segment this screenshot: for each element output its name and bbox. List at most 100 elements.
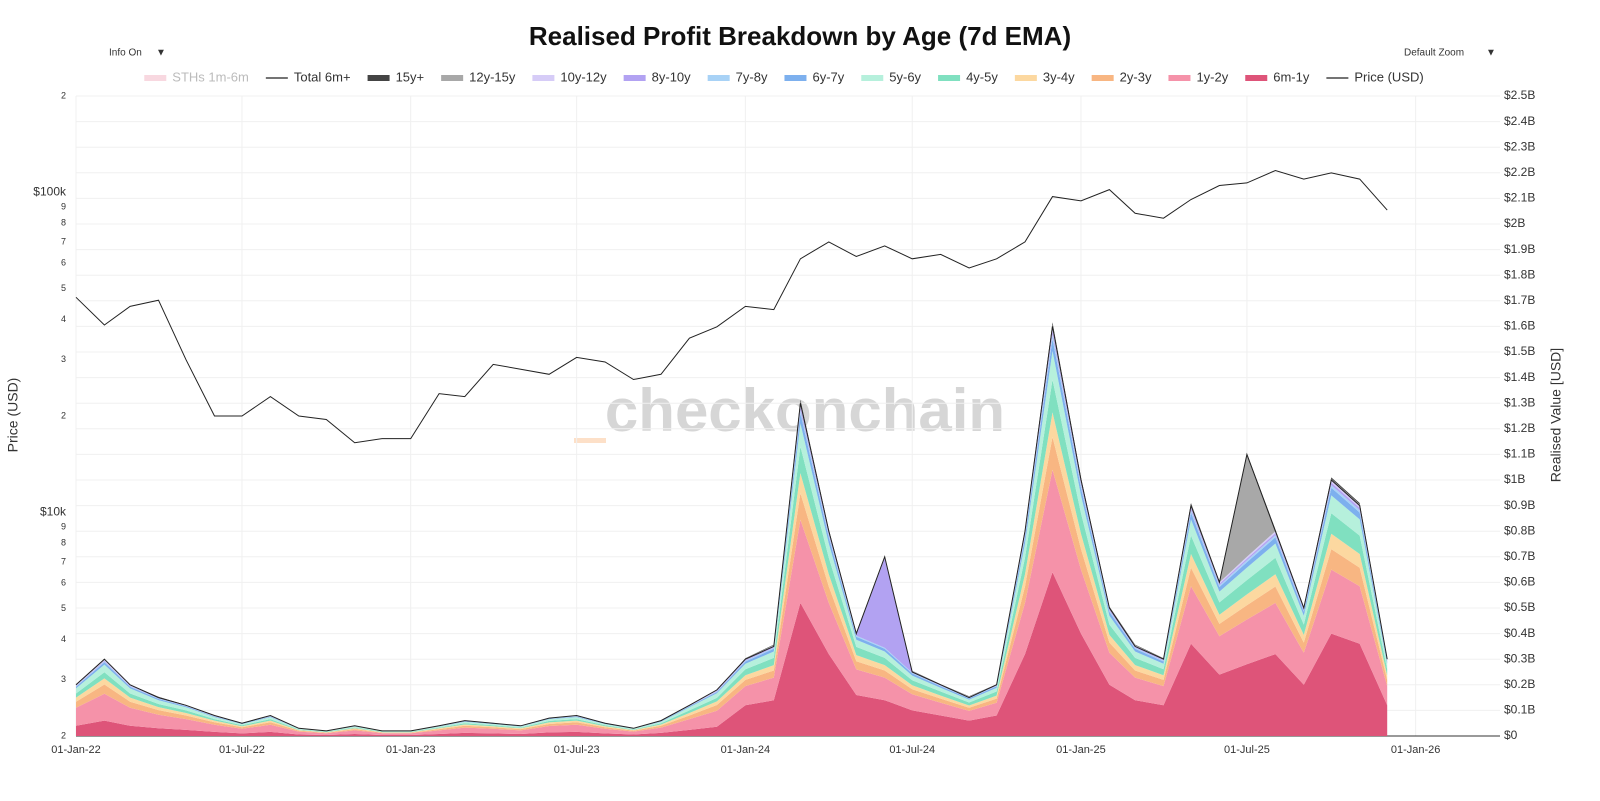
legend-label: Price (USD) [1354, 69, 1423, 84]
legend-item[interactable]: STHs 1m-6m [144, 69, 249, 84]
y2-tick-label: $1.2B [1504, 421, 1535, 435]
legend-item[interactable]: 6y-7y [784, 69, 845, 84]
legend-item[interactable]: 4y-5y [938, 69, 998, 84]
x-tick-label: 01-Jan-26 [1391, 744, 1441, 756]
area [76, 469, 1388, 735]
legend-swatch [707, 75, 730, 81]
legend-swatch [938, 75, 961, 81]
legend-item[interactable]: 6m-1y [1245, 69, 1310, 84]
grid [75, 95, 1500, 737]
legend-item[interactable]: 1y-2y [1168, 69, 1229, 84]
y2-tick-label: $0.8B [1504, 523, 1535, 537]
legend-item[interactable]: 5y-6y [861, 69, 922, 84]
y-tick-label: 9 [61, 521, 66, 531]
y2-tick-label: $2.5B [1504, 88, 1535, 102]
y-tick-label: 9 [61, 201, 66, 211]
line [75, 169, 1388, 444]
legend-swatch [784, 75, 807, 81]
legend-item[interactable]: 2y-3y [1091, 69, 1152, 84]
watermark-dash [574, 438, 606, 443]
y2-tick-label: $0.1B [1504, 703, 1535, 717]
y-tick-label: $10k [40, 505, 67, 519]
y2-tick-label: $0 [1504, 728, 1518, 742]
y-tick-label: 5 [61, 283, 66, 293]
legend-swatch [532, 75, 555, 81]
y-tick-label: 5 [61, 603, 66, 613]
y2-tick-label: $0.4B [1504, 626, 1535, 640]
legend-label: 15y+ [396, 69, 425, 84]
x-tick-label: 01-Jan-25 [1056, 744, 1106, 756]
legend-label: 1y-2y [1196, 69, 1228, 84]
y2-tick-label: $1.5B [1504, 344, 1535, 358]
zoom-dropdown[interactable]: Default Zoom ▼ [1404, 48, 1496, 59]
legend-label: 10y-12y [560, 69, 607, 84]
y2-tick-label: $1.4B [1504, 370, 1535, 384]
legend: STHs 1m-6m Total 6m+ 15y+ 12y-15y 10y-12y 8y-… [144, 69, 1424, 84]
legend-label: 6m-1y [1273, 69, 1310, 84]
legend-swatch [1168, 75, 1191, 81]
y2-tick-label: $0.9B [1504, 498, 1535, 512]
legend-swatch [441, 75, 464, 81]
y-tick-label: 2 [61, 730, 66, 740]
info-dropdown[interactable]: Info On ▼ [109, 48, 166, 59]
y2-tick-label: $1.1B [1504, 447, 1535, 461]
x-tick-label: 01-Jul-24 [889, 744, 935, 756]
y-tick-label: 3 [61, 674, 66, 684]
legend-label: STHs 1m-6m [172, 69, 249, 84]
legend-item[interactable]: 12y-15y [441, 69, 516, 84]
legend-item[interactable]: Total 6m+ [265, 69, 351, 84]
legend-item[interactable]: 8y-10y [623, 69, 692, 84]
y-tick-label: 2 [61, 410, 66, 420]
y2-tick-label: $1.8B [1504, 267, 1535, 281]
y2-tick-label: $1.3B [1504, 395, 1535, 409]
line [75, 326, 1388, 732]
legend-swatch [1014, 75, 1037, 81]
y-tick-label: 2 [61, 90, 66, 100]
y2-tick-label: $1.7B [1504, 293, 1535, 307]
legend-label: 8y-10y [652, 69, 692, 84]
legend-label: 7y-8y [736, 69, 768, 84]
y-tick-label: 6 [61, 578, 66, 588]
legend-item[interactable]: 10y-12y [532, 69, 607, 84]
y-tick-label: 7 [61, 556, 66, 566]
y-tick-label: 6 [61, 258, 66, 268]
legend-label: 5y-6y [889, 69, 921, 84]
y2-tick-label: $1.9B [1504, 242, 1535, 256]
legend-item[interactable]: 15y+ [367, 69, 425, 84]
y2-tick-label: $0.5B [1504, 600, 1535, 614]
legend-swatch [1091, 75, 1114, 81]
x-tick-label: 01-Jul-22 [219, 744, 265, 756]
area [76, 572, 1388, 736]
legend-swatch [861, 75, 884, 81]
dropdown-arrow[interactable]: ▼ [1486, 48, 1496, 59]
y-tick-label: $100k [33, 185, 67, 199]
legend-item[interactable]: Price (USD) [1326, 69, 1424, 84]
y2-tick-label: $0.3B [1504, 651, 1535, 665]
dropdown-label[interactable]: Default Zoom [1404, 48, 1464, 59]
y2-tick-label: $1B [1504, 472, 1525, 486]
y2-axis-title: Realised Value [USD] [1548, 348, 1564, 482]
y2-tick-label: $2.4B [1504, 114, 1535, 128]
y2-tick-label: $0.2B [1504, 677, 1535, 691]
legend-item[interactable]: 7y-8y [707, 69, 768, 84]
legend-swatch [623, 75, 646, 81]
y-axis-title: Price (USD) [5, 378, 21, 453]
y-tick-label: 3 [61, 354, 66, 364]
dropdown-arrow[interactable]: ▼ [156, 48, 166, 59]
legend-swatch [367, 75, 390, 81]
y2-tick-label: $0.7B [1504, 549, 1535, 563]
y-tick-label: 4 [61, 634, 66, 644]
y2-tick-label: $2.1B [1504, 191, 1535, 205]
chart-title: Realised Profit Breakdown by Age (7d EMA… [529, 21, 1071, 51]
y-tick-label: 4 [61, 314, 66, 324]
x-tick-label: 01-Jul-25 [1224, 744, 1270, 756]
y2-tick-label: $1.6B [1504, 319, 1535, 333]
legend-swatch [1245, 75, 1268, 81]
dropdown-label[interactable]: Info On [109, 48, 142, 59]
y-tick-label: 8 [61, 218, 66, 228]
legend-label: 12y-15y [469, 69, 516, 84]
legend-label: Total 6m+ [294, 69, 351, 84]
legend-label: 2y-3y [1120, 69, 1152, 84]
legend-item[interactable]: 3y-4y [1014, 69, 1075, 84]
